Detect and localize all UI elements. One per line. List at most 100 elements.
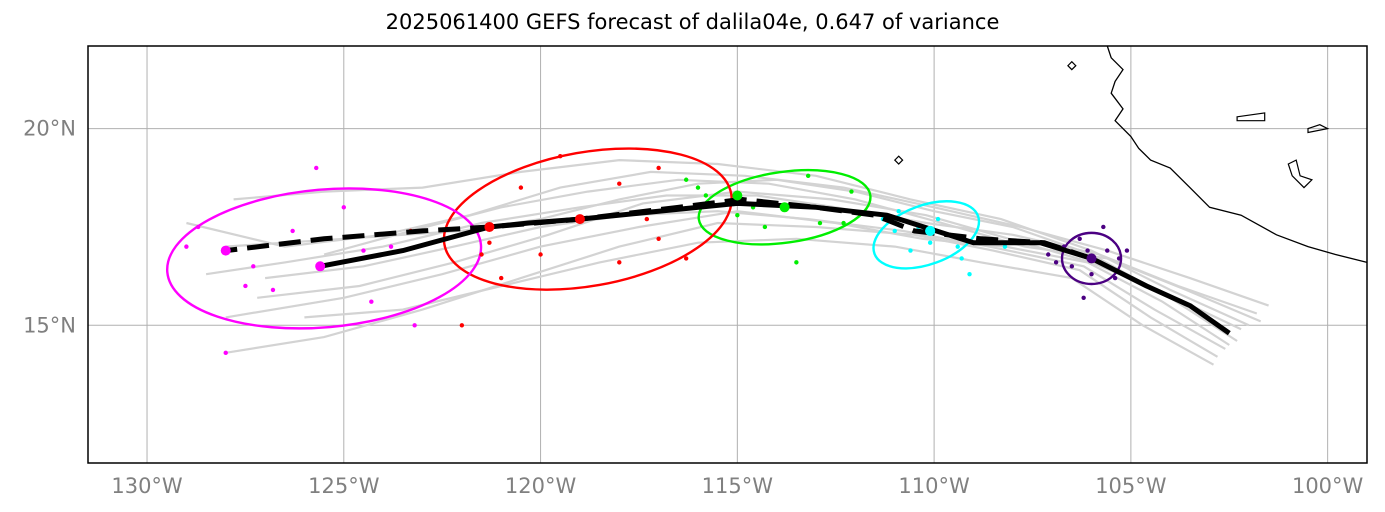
ensemble-point <box>518 185 524 190</box>
x-tick-label: 110°W <box>898 474 970 498</box>
ensemble-point <box>935 216 941 222</box>
ensemble-point <box>558 153 563 159</box>
mean-position-dot <box>574 214 585 225</box>
ensemble-point <box>341 205 346 210</box>
ensemble-point <box>1002 244 1008 249</box>
ensemble-point <box>1046 252 1051 257</box>
chart-title: 2025061400 GEFS forecast of dalila04e, 0… <box>385 10 1000 34</box>
uncertainty-ellipse <box>442 147 733 291</box>
mean-position-markers <box>220 190 1097 272</box>
ensemble-point <box>369 299 374 304</box>
island-outline <box>1236 112 1266 122</box>
ensemble-point <box>314 165 319 171</box>
coastline <box>893 45 1368 264</box>
ensemble-point <box>656 165 661 171</box>
ensemble-point <box>195 224 201 230</box>
ensemble-point <box>1101 224 1106 230</box>
mean-track-dashed <box>225 196 1093 261</box>
mean-position-dot <box>732 190 743 201</box>
ensemble-point <box>644 216 650 222</box>
ensemble-point <box>1105 248 1110 253</box>
ensemble-track <box>257 190 1242 331</box>
ensemble-point <box>1077 236 1082 241</box>
mean-position-dot <box>925 225 936 236</box>
ensemble-point <box>959 256 964 261</box>
mean-tracks <box>225 196 1231 336</box>
island-outline <box>1287 159 1314 189</box>
ensemble-track <box>225 221 1219 358</box>
ensemble-point <box>388 244 394 249</box>
ensemble-point <box>499 275 504 281</box>
ensemble-point <box>892 228 897 234</box>
ensemble-point <box>243 283 248 289</box>
mean-position-dot <box>220 245 231 256</box>
ensemble-point <box>695 185 701 190</box>
ensemble-point <box>805 173 811 179</box>
ensemble-point <box>270 287 276 293</box>
ensemble-point <box>617 181 622 186</box>
mean-position-dot <box>1086 253 1097 264</box>
x-tick-label: 105°W <box>1095 474 1167 498</box>
uncertainty-ellipse <box>697 169 872 246</box>
island-outline <box>893 155 904 165</box>
ensemble-point <box>683 177 689 182</box>
ensemble-point <box>762 224 768 230</box>
ensemble-point <box>1069 264 1075 269</box>
ensemble-point <box>184 244 189 249</box>
ensemble-point <box>927 240 933 245</box>
ensemble-point <box>817 220 823 226</box>
x-tick-label: 130°W <box>111 474 183 498</box>
ensemble-point <box>479 252 484 257</box>
mean-position-dot <box>779 202 790 213</box>
plot-frame <box>87 45 1368 464</box>
ensemble-point <box>1053 260 1059 265</box>
axis-tick-labels: 130°W 125°W 120°W 115°W 110°W 105°W 100°W 20°N 1… <box>23 117 1363 498</box>
ensemble-point <box>251 264 256 269</box>
ensemble-point <box>794 260 799 265</box>
ensemble-point <box>1112 275 1118 281</box>
uncertainty-ellipse <box>872 200 981 270</box>
y-tick-label: 15°N <box>23 313 76 337</box>
ensemble-point <box>290 228 295 234</box>
ensemble-point <box>1085 248 1090 253</box>
ensemble-point <box>1124 248 1130 253</box>
ensemble-point <box>361 248 366 253</box>
mean-track-solid <box>319 200 1231 336</box>
ensemble-point <box>967 271 972 277</box>
mean-position-dot <box>484 221 495 232</box>
ensemble-point <box>459 323 465 328</box>
ensemble-point <box>703 193 709 198</box>
coastline-line <box>1106 45 1368 264</box>
island-outline <box>1067 60 1077 71</box>
ensemble-point <box>955 244 960 249</box>
x-tick-label: 115°W <box>702 474 774 498</box>
ensemble-point <box>683 256 689 261</box>
uncertainty-ellipse <box>165 187 483 330</box>
y-tick-label: 20°N <box>23 117 76 141</box>
ensemble-point <box>1116 256 1122 261</box>
ensemble-point <box>849 189 854 194</box>
ensemble-point <box>735 212 740 218</box>
mean-position-dot <box>315 261 326 272</box>
ensemble-point <box>617 260 622 265</box>
ensemble-point <box>538 252 543 257</box>
ensemble-point <box>896 209 901 214</box>
x-tick-label: 125°W <box>308 474 380 498</box>
ensemble-point <box>908 248 913 253</box>
ensemble-point <box>1089 271 1094 277</box>
ensemble-point <box>223 350 228 356</box>
ensemble-points <box>184 153 1130 356</box>
ensemble-point <box>1081 295 1086 300</box>
ensemble-point <box>412 323 417 328</box>
ensemble-track <box>304 237 1215 366</box>
x-tick-label: 120°W <box>505 474 577 498</box>
island-outline <box>1307 124 1330 134</box>
grid-lines <box>88 46 1367 463</box>
x-tick-label: 100°W <box>1292 474 1364 498</box>
ensemble-point <box>656 236 661 241</box>
uncertainty-ellipses <box>165 147 1123 330</box>
ensemble-point <box>487 240 492 245</box>
ensemble-track <box>264 210 1226 350</box>
ensemble-point <box>841 220 846 226</box>
